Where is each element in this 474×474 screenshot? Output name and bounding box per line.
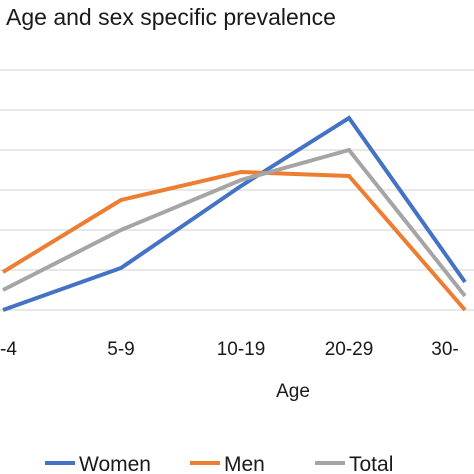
series-line-women	[2, 115, 467, 312]
legend-label-total: Total	[349, 453, 393, 474]
x-tick-label: -4	[0, 339, 17, 360]
legend-label-women: Women	[79, 453, 151, 474]
series-line-total	[2, 147, 467, 298]
x-tick-label: 30-	[431, 339, 458, 360]
x-tick-label: 10-19	[217, 339, 266, 360]
legend: Women Men Total	[45, 453, 393, 474]
x-tick-labels: -4 5-9 10-19 20-29 30-	[0, 339, 459, 360]
gridlines	[0, 69, 474, 311]
series-line-men	[1, 169, 467, 312]
x-tick-label: 20-29	[325, 339, 374, 360]
chart-title: Age and sex specific prevalence	[6, 4, 336, 30]
legend-label-men: Men	[224, 453, 265, 474]
series-lines	[1, 115, 467, 312]
x-axis-label: Age	[276, 381, 310, 402]
x-tick-label: 5-9	[107, 339, 134, 360]
